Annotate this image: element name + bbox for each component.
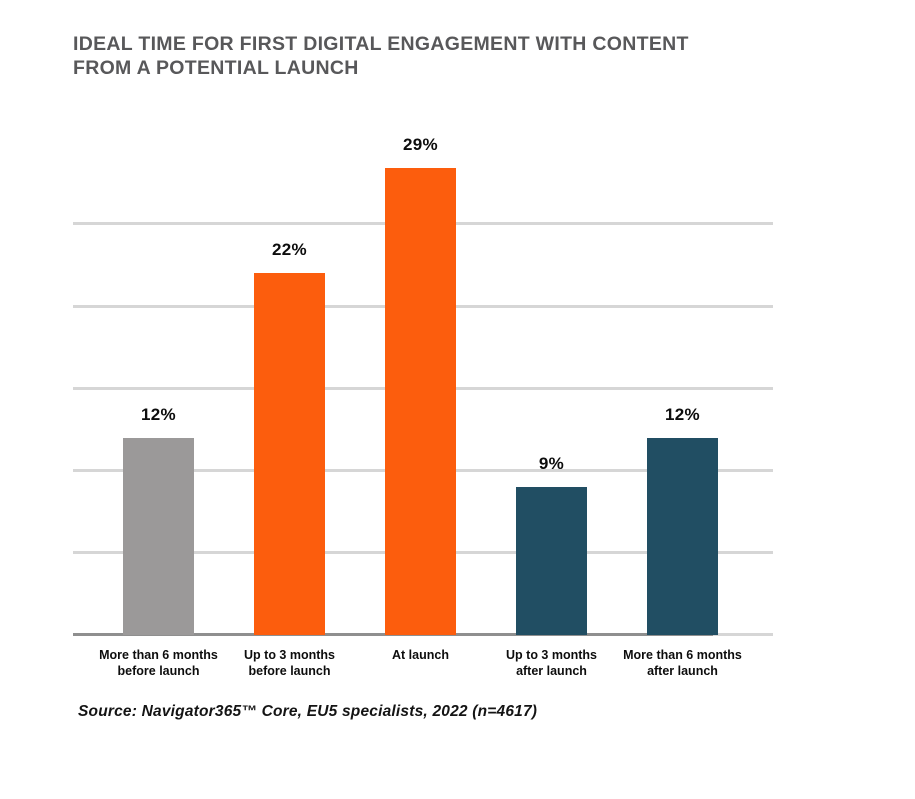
category-labels-row: More than 6 months before launch Up to 3 … [73,648,773,679]
x-axis-line-extension [713,633,773,636]
bar [647,437,718,635]
bar-value-label: 12% [665,404,700,424]
bar-value-label: 29% [403,135,438,154]
plot-area: 12% 22% 29% 9% 12% [73,135,773,636]
bar-value-label: 22% [272,240,307,260]
bar [385,168,456,635]
category-label: Up to 3 months before launch [244,648,335,678]
bar-slot: 12% [93,135,224,635]
bars-row: 12% 22% 29% 9% 12% [73,135,773,635]
bar-slot: 12% [617,135,748,635]
chart-title-line2: FROM A POTENTIAL LAUNCH [73,56,359,79]
bar-slot: 9% [486,135,617,635]
category-label: At launch [392,648,449,662]
bar [516,486,587,635]
bar-value-label: 9% [538,453,565,473]
bar [254,273,325,635]
bar-value-label: 12% [141,404,176,424]
bar [123,437,194,635]
bar-slot: 22% [224,135,355,635]
source-note: Source: Navigator365™ Core, EU5 speciali… [78,703,538,720]
category-label: More than 6 months after launch [623,648,742,678]
category-label: More than 6 months before launch [99,648,218,678]
category-label: Up to 3 months after launch [506,648,597,678]
bar-slot: 29% [355,135,486,635]
chart-title: IDEAL TIME FOR FIRST DIGITAL ENGAGEMENT … [73,33,773,80]
chart-title-line1: IDEAL TIME FOR FIRST DIGITAL ENGAGEMENT … [73,33,689,55]
